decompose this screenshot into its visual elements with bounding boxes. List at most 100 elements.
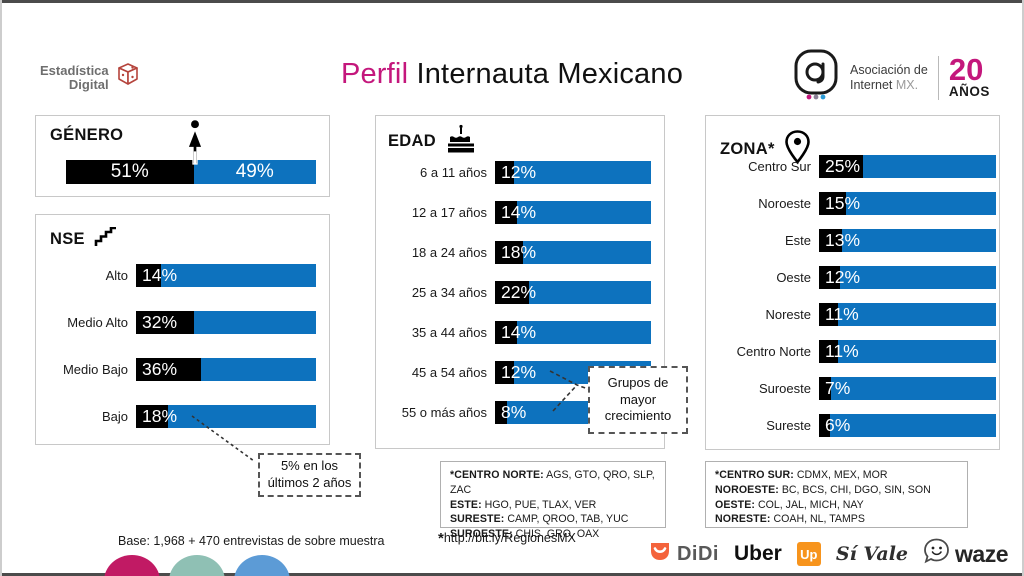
bar: 18% — [495, 241, 651, 264]
category-label: Este — [784, 233, 811, 248]
edad-bar-row: 18 a 24 años 18% — [376, 241, 664, 264]
zone-chart-box: ZONA* Centro Sur 25% Noroeste 15% Este 13% Oes… — [705, 115, 1000, 450]
zone-bar-rows: Centro Sur 25% Noroeste 15% Este 13% Oeste 12% N… — [706, 155, 999, 451]
bar-fill — [819, 155, 864, 178]
edad-bar-row: 35 a 44 años 14% — [376, 321, 664, 344]
value-label: 22% — [501, 282, 537, 302]
edad-bar-row: 12 a 17 años 14% — [376, 201, 664, 224]
estadistica-digital-logo: Estadística Digital — [40, 58, 141, 93]
zona-bar-row: Este 13% — [706, 229, 999, 252]
category-label: Medio Bajo — [62, 362, 128, 377]
region-line: NOROESTE: BC, BCS, CHI, DGO, SIN, SON — [715, 483, 931, 496]
bar-fill — [819, 303, 839, 326]
category-label: 12 a 17 años — [411, 205, 487, 220]
gender-stacked-bar: 51% 49% — [66, 160, 316, 184]
bar-fill — [495, 201, 517, 224]
logo-divider — [937, 55, 939, 100]
asociacion-name-line2: Internet — [850, 77, 896, 92]
region-line: *CENTRO NORTE: AGS, GTO, QRO, SLP, ZAC — [450, 469, 655, 496]
age-note-line3: crecimiento — [604, 408, 672, 424]
zona-bar-row: Oeste 12% — [706, 266, 999, 289]
bar: 15% — [819, 192, 996, 215]
bar-fill — [136, 358, 201, 381]
value-label: 11% — [825, 341, 859, 361]
waze-icon — [923, 538, 950, 570]
category-label: Centro Sur — [748, 159, 811, 174]
value-label: 14% — [501, 202, 537, 222]
zona-bar-row: Centro Sur 25% — [706, 155, 999, 178]
regions-url-link[interactable]: *http://bit.ly/RegionesMX — [438, 530, 576, 547]
category-label: Suroeste — [758, 381, 811, 396]
page-title: Perfil Internauta Mexicano — [0, 58, 1024, 91]
regions-footnote-center-norte: *CENTRO NORTE: AGS, GTO, QRO, SLP, ZAC ES… — [440, 461, 666, 540]
waze-logo: waze — [923, 538, 1008, 570]
stairs-icon — [94, 226, 118, 252]
value-label: 32% — [142, 312, 178, 332]
edad-bar-row: 25 a 34 años 22% — [376, 281, 664, 304]
value-label: 7% — [825, 378, 851, 398]
value-label: 12% — [825, 267, 861, 287]
nse-note-box: 5% en los últimos 2 años — [258, 453, 361, 497]
value-label: 18% — [501, 242, 537, 262]
asociacion-name-line1: Asociación de — [850, 62, 928, 77]
bar: 25% — [819, 155, 996, 178]
zone-chart-title: ZONA* — [720, 140, 775, 158]
bar-fill — [136, 405, 169, 428]
bar: 32% — [136, 311, 316, 334]
region-line: NORESTE: COAH, NL, TAMPS — [715, 513, 865, 526]
category-label: 35 a 44 años — [411, 325, 487, 340]
bar: 11% — [819, 340, 996, 363]
zona-bar-row: Suroeste 7% — [706, 377, 999, 400]
bar: 6% — [819, 414, 996, 437]
region-line: SURESTE: CAMP, QROO, TAB, YUC — [450, 513, 629, 526]
years-label: AÑOS — [948, 83, 990, 99]
category-label: 25 a 34 años — [411, 285, 487, 300]
sivale-label: Sí Vale — [835, 543, 909, 565]
didi-icon — [648, 539, 672, 569]
asociacion-a-icon — [792, 48, 842, 107]
uber-label: Uber — [733, 542, 782, 565]
years-number: 20 — [948, 52, 984, 88]
age-chart-title: EDAD — [388, 132, 436, 150]
page-title-rest: Internauta Mexicano — [408, 58, 684, 90]
base-note: Base: 1,968 + 470 entrevistas de sobre m… — [118, 534, 385, 548]
regions-url-text: http://bit.ly/RegionesMX — [443, 531, 576, 545]
category-label: Centro Norte — [736, 344, 811, 359]
bar-fill — [819, 229, 842, 252]
map-pin-icon — [784, 130, 811, 169]
value-label: 14% — [142, 265, 178, 285]
bar: 13% — [819, 229, 996, 252]
value-label: 13% — [825, 230, 861, 250]
nse-note-line1: 5% en los — [280, 458, 339, 474]
nse-bar-row: Medio Alto 32% — [36, 311, 329, 334]
category-label: Bajo — [101, 409, 128, 424]
bar: 12% — [819, 266, 996, 289]
category-label: Medio Alto — [67, 315, 128, 330]
brand-line2: Digital — [68, 76, 109, 92]
asociacion-name-suffix: MX. — [895, 77, 919, 92]
category-label: Alto — [105, 268, 128, 283]
bar: 22% — [495, 281, 651, 304]
didi-label: DiDi — [676, 542, 719, 565]
value-label: 18% — [142, 406, 178, 426]
gender-bar-segment: 49% — [193, 160, 316, 184]
gender-chart-box: GÉNERO 51% 49% — [35, 115, 330, 197]
nse-bar-row: Bajo 18% — [36, 405, 329, 428]
category-label: 18 a 24 años — [411, 245, 487, 260]
value-label: 8% — [501, 402, 527, 422]
category-label: Sureste — [766, 418, 811, 433]
value-label: 14% — [501, 322, 537, 342]
bar: 36% — [136, 358, 316, 381]
sivale-logo: Sí Vale — [836, 543, 908, 565]
zona-bar-row: Sureste 6% — [706, 414, 999, 437]
value-label: 12% — [501, 362, 537, 382]
bar-fill — [136, 264, 162, 287]
region-line: SUROESTE: CHIS, GRO, OAX — [450, 528, 600, 541]
category-label: Oeste — [776, 270, 811, 285]
up-sivale-logo: Up — [796, 542, 821, 566]
bar-fill — [495, 281, 530, 304]
bar: 14% — [495, 321, 651, 344]
nse-chart-box: NSE Alto 14% Medio Alto 32% Medio Bajo 36% Baj… — [35, 214, 330, 445]
bar-fill — [495, 361, 514, 384]
value-label: 25% — [825, 156, 861, 176]
